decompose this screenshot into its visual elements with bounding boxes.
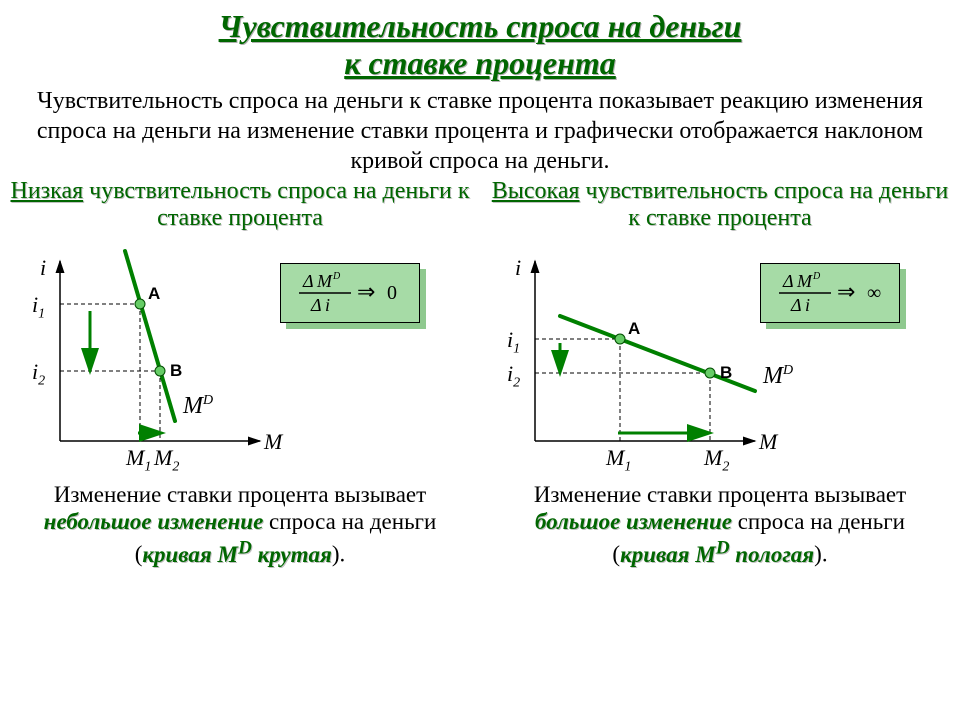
right-subhead-rest: чувствительность спроса на деньги к став… <box>580 178 949 232</box>
svg-text:⇒: ⇒ <box>357 279 375 304</box>
right-caption: Изменение ставки процента вызывает больш… <box>480 481 960 568</box>
columns: Низкая чувствительность спроса на деньги… <box>0 176 960 569</box>
left-column: Низкая чувствительность спроса на деньги… <box>0 176 480 569</box>
svg-text:M: M <box>796 271 813 291</box>
left-chart: iMi1i2M1M2ABMD <box>0 241 290 481</box>
left-formula-box: ΔMD Δi ⇒ 0 <box>280 263 420 323</box>
svg-text:∞: ∞ <box>867 282 881 304</box>
svg-text:⇒: ⇒ <box>837 279 855 304</box>
title-line2: к ставке процента <box>344 45 616 81</box>
main-title: Чувствительность спроса на деньги к став… <box>0 0 960 82</box>
right-subhead: Высокая чувствительность спроса на деньг… <box>480 176 960 235</box>
svg-text:D: D <box>812 271 821 282</box>
left-formula-shadow: ΔMD Δi ⇒ 0 <box>280 263 420 323</box>
left-subhead-rest: чувствительность спроса на деньги к став… <box>83 178 469 232</box>
svg-text:i: i <box>805 295 810 315</box>
right-subhead-underline: Высокая <box>492 178 580 204</box>
right-formula-shadow: ΔMD Δi ⇒ ∞ <box>760 263 900 323</box>
svg-text:i: i <box>325 295 330 315</box>
svg-text:Δ: Δ <box>790 295 802 315</box>
svg-text:D: D <box>332 271 341 282</box>
title-line1: Чувствительность спроса на деньги <box>219 8 742 44</box>
left-subhead-underline: Низкая <box>10 178 83 204</box>
right-formula-box: ΔMD Δi ⇒ ∞ <box>760 263 900 323</box>
svg-text:0: 0 <box>387 282 397 304</box>
svg-text:Δ: Δ <box>310 295 322 315</box>
svg-text:Δ: Δ <box>782 271 794 291</box>
left-caption: Изменение ставки процента вызывает небол… <box>0 481 480 568</box>
right-chart: iMi1i2M1M2ABMD <box>480 241 770 481</box>
svg-text:M: M <box>316 271 333 291</box>
intro-text: Чувствительность спроса на деньги к став… <box>0 82 960 176</box>
left-subhead: Низкая чувствительность спроса на деньги… <box>0 176 480 235</box>
right-column: Высокая чувствительность спроса на деньг… <box>480 176 960 569</box>
left-chart-row: iMi1i2M1M2ABMD ΔMD Δi ⇒ 0 <box>0 235 480 481</box>
right-chart-row: iMi1i2M1M2ABMD ΔMD Δi ⇒ ∞ <box>480 235 960 481</box>
svg-text:Δ: Δ <box>302 271 314 291</box>
